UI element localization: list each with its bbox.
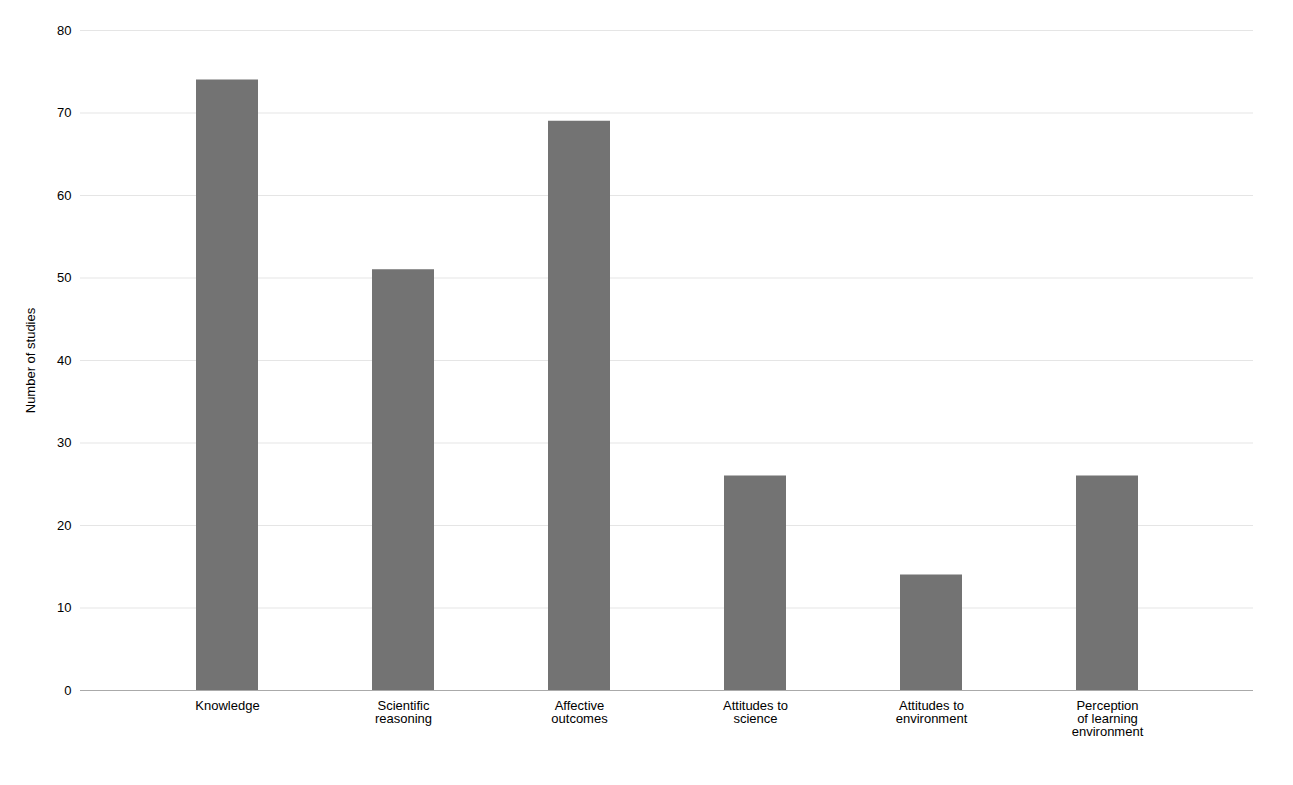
svg-text:Affectiveoutcomes: Affectiveoutcomes (551, 698, 608, 726)
svg-text:Attitudes toenvironment: Attitudes toenvironment (896, 698, 968, 726)
svg-text:Number of studies: Number of studies (23, 307, 38, 413)
svg-text:60: 60 (57, 188, 71, 203)
svg-text:Knowledge: Knowledge (195, 698, 259, 713)
svg-text:Scientificreasoning: Scientificreasoning (375, 698, 432, 726)
svg-text:Perceptionof learningenvironme: Perceptionof learningenvironment (1072, 698, 1144, 739)
svg-text:80: 80 (57, 23, 71, 38)
svg-text:Attitudes toscience: Attitudes toscience (723, 698, 788, 726)
svg-text:10: 10 (57, 600, 71, 615)
svg-text:30: 30 (57, 435, 71, 450)
svg-text:0: 0 (64, 683, 71, 698)
svg-text:50: 50 (57, 270, 71, 285)
svg-text:70: 70 (57, 105, 71, 120)
svg-text:20: 20 (57, 518, 71, 533)
svg-text:40: 40 (57, 353, 71, 368)
